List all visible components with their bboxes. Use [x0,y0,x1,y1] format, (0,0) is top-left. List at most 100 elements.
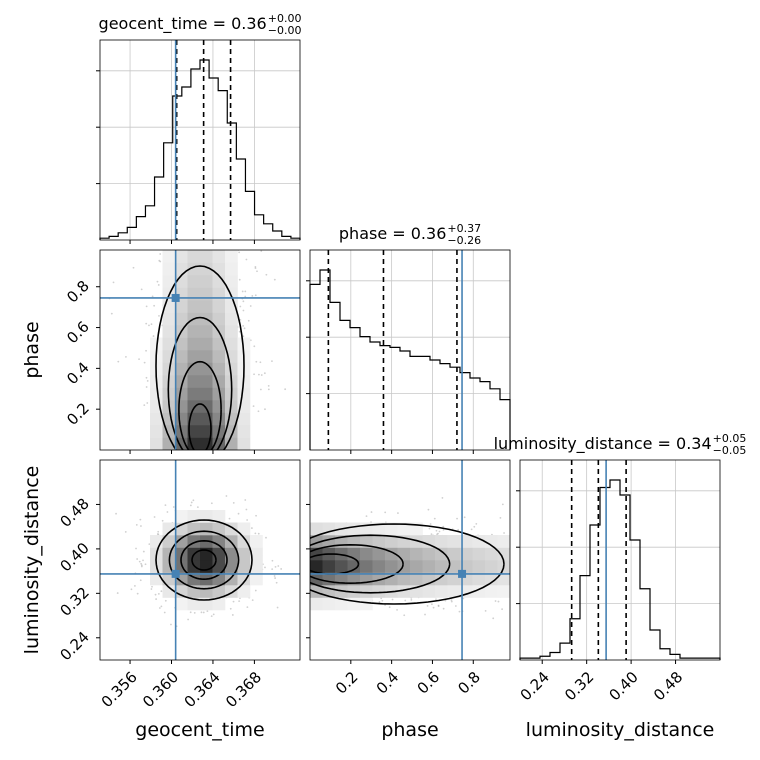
x-axis-label-phase: phase [381,719,438,741]
density-cell [497,535,510,548]
sample-point [157,593,160,595]
sample-point [442,607,445,610]
sample-point [380,597,383,600]
sample-point [244,290,247,293]
sample-point [202,611,205,614]
sample-point [435,598,437,601]
sample-point [189,504,192,507]
density-cell [410,572,423,586]
density-cell [322,560,336,573]
density-cell [485,535,498,548]
sample-point [432,606,435,609]
sample-point [232,501,235,504]
sample-point [267,384,270,387]
sample-point [172,506,175,508]
sample-point [158,607,161,609]
sample-point [424,613,426,616]
sample-point [130,588,133,591]
sample-point [511,545,513,547]
density-cell [187,375,201,388]
sample-point [150,323,153,326]
density-cell [360,547,373,561]
density-cell [460,560,473,573]
density-cell [200,387,213,401]
title-lower-error: −0.26 [447,234,481,247]
sample-point [273,278,276,281]
sample-point [160,590,163,593]
sample-point [275,581,278,584]
sample-point [430,533,433,536]
sample-point [213,246,215,248]
sample-point [140,562,143,565]
sample-point [124,531,127,533]
sample-point [142,559,144,562]
density-cell [150,425,163,438]
sample-point [426,604,429,607]
sample-point [132,266,135,269]
density-cell [385,572,398,586]
sample-point [454,605,457,607]
sample-point [511,548,513,550]
sample-point [513,566,515,568]
density-cell [212,300,226,313]
density-cell [410,547,423,561]
sample-point [154,593,157,596]
sample-point [170,623,172,626]
contour-level-3 [180,539,228,581]
sample-point [139,518,142,521]
y-tick-label-luminosity_distance: 0.40 [56,539,92,575]
sample-point [151,585,153,588]
title-upper-error: +0.05 [713,432,747,445]
sample-point [212,613,215,616]
hist-panel-luminosity_distance [516,459,721,664]
sample-point [263,372,266,375]
sample-point [203,244,205,246]
sample-point [257,532,260,535]
sample-point [155,242,157,244]
sample-point [158,315,160,317]
density-cell [335,597,348,611]
sample-point [125,355,127,358]
sample-point [265,273,268,276]
sample-point [239,305,242,308]
sample-point [254,532,257,535]
sample-point [365,515,368,518]
density-cell [250,572,263,586]
density-cell [187,597,201,611]
sample-point [247,319,250,322]
sample-point [517,562,519,564]
x-tick-label-luminosity_distance: 0.24 [517,668,553,704]
sample-point [277,565,280,567]
sample-point [438,530,441,533]
sample-point [513,552,515,554]
density-cell [310,585,323,598]
sample-point [246,519,249,521]
density-cell [360,597,373,611]
density-cell [225,437,238,450]
sample-point [159,253,162,255]
sample-point [156,280,159,283]
sample-point [264,408,266,411]
sample-point [135,523,138,526]
sample-point [112,281,115,284]
sample-point [497,600,500,603]
density-cell [150,387,163,401]
density-cell [310,597,323,611]
density-cell [397,547,411,561]
sample-point [138,560,141,563]
density-cell [435,585,448,598]
contour-level-3 [310,543,404,585]
sample-point [210,247,212,249]
density-cell [485,572,498,586]
sample-point [210,615,213,617]
sample-point [250,527,253,529]
x-tick-label-geocent_time: 0.368 [222,668,265,711]
sample-point [145,305,148,308]
density-cell [212,250,226,263]
density-cell [422,547,436,561]
density-cell [200,350,213,363]
density-cell [372,585,386,598]
density-cell [435,535,448,548]
density-cell [237,522,251,536]
sample-point [274,565,277,568]
